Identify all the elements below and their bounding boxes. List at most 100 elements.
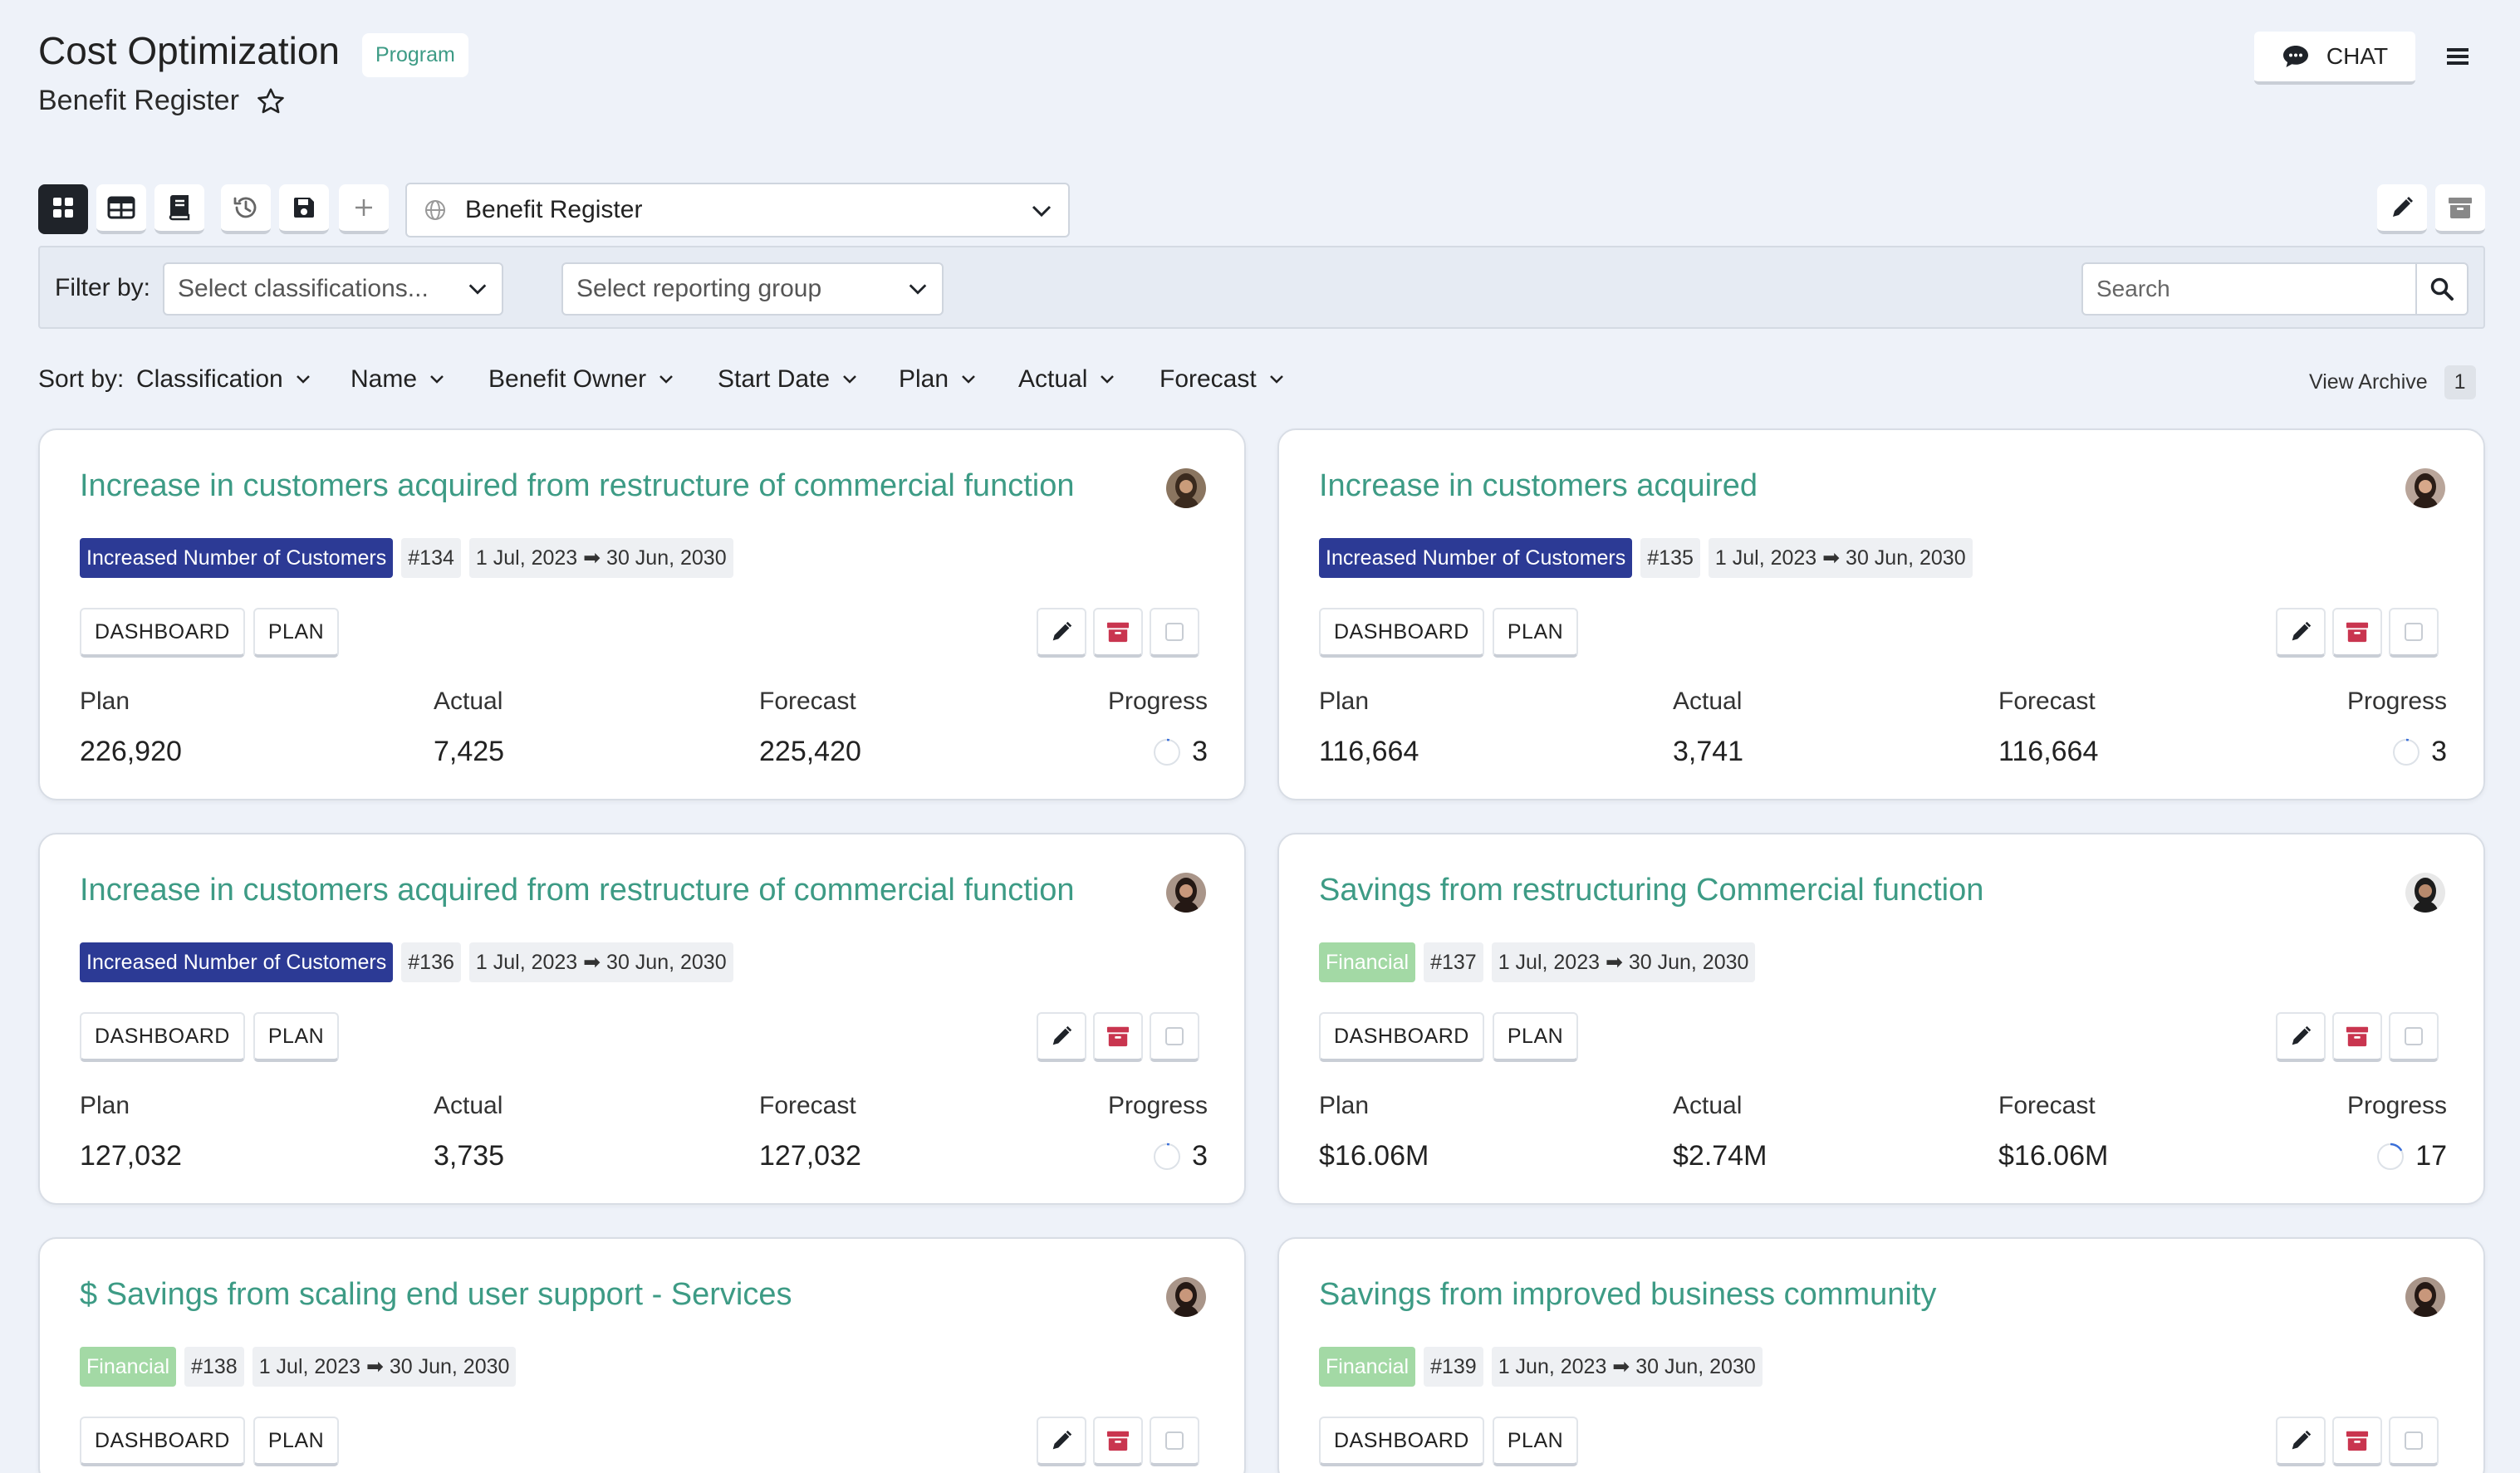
sort-start-date[interactable]: Start Date <box>718 365 858 394</box>
classification-tag[interactable]: Financial <box>1319 942 1416 982</box>
sort-classification[interactable]: Classification <box>136 365 311 394</box>
plan-button[interactable]: PLAN <box>1492 1417 1579 1466</box>
chevron-down-icon <box>430 375 444 384</box>
card-action-buttons <box>2276 1012 2439 1062</box>
sort-actual[interactable]: Actual <box>1018 365 1115 394</box>
edit-card-button[interactable] <box>2276 1012 2326 1062</box>
dashboard-button[interactable]: DASHBOARD <box>1319 1012 1484 1062</box>
metric-label: Forecast <box>759 1092 856 1119</box>
dashboard-button[interactable]: DASHBOARD <box>1319 1417 1484 1466</box>
view-select-value: Benefit Register <box>465 196 643 223</box>
benefit-card[interactable]: Increase in customers acquired Increased… <box>1277 428 2485 800</box>
metric-progress: Progress 3 <box>2347 688 2447 768</box>
pencil-icon <box>2292 1430 2312 1450</box>
sort-forecast[interactable]: Forecast <box>1159 365 1285 394</box>
archive-card-button[interactable] <box>2332 1417 2382 1466</box>
benefit-card[interactable]: Savings from improved business community… <box>1277 1237 2485 1473</box>
archive-card-button[interactable] <box>1093 1417 1143 1466</box>
archive-box-icon <box>2346 1026 2369 1047</box>
card-title[interactable]: Increase in customers acquired from rest… <box>80 873 1075 908</box>
dashboard-button[interactable]: DASHBOARD <box>1319 608 1484 658</box>
card-link-buttons: DASHBOARD PLAN <box>80 1012 340 1062</box>
dashboard-button[interactable]: DASHBOARD <box>80 1012 245 1062</box>
plan-button[interactable]: PLAN <box>252 1012 340 1062</box>
chevron-down-icon <box>909 284 927 295</box>
classification-tag[interactable]: Increased Number of Customers <box>1319 538 1633 578</box>
card-title[interactable]: Savings from restructuring Commercial fu… <box>1319 873 1984 908</box>
report-view-button[interactable] <box>154 184 204 234</box>
edit-card-button[interactable] <box>1037 1012 1086 1062</box>
archive-card-button[interactable] <box>2332 608 2382 658</box>
classification-tag[interactable]: Increased Number of Customers <box>80 942 394 982</box>
select-card-checkbox[interactable] <box>2389 1417 2439 1466</box>
classification-tag[interactable]: Financial <box>80 1347 177 1387</box>
view-select[interactable]: Benefit Register <box>405 183 1070 237</box>
metric-progress: Progress 17 <box>2347 1092 2447 1172</box>
dashboard-button[interactable]: DASHBOARD <box>80 608 245 658</box>
select-card-checkbox[interactable] <box>2389 1012 2439 1062</box>
metric-label: Progress <box>2347 688 2448 715</box>
archive-card-button[interactable] <box>1093 1012 1143 1062</box>
owner-avatar[interactable] <box>2405 873 2445 913</box>
history-button[interactable] <box>221 184 271 234</box>
edit-card-button[interactable] <box>1037 608 1086 658</box>
search-button[interactable] <box>2415 264 2467 314</box>
chevron-down-icon <box>962 375 975 384</box>
benefit-card[interactable]: Savings from restructuring Commercial fu… <box>1277 833 2485 1205</box>
select-card-checkbox[interactable] <box>1150 1417 1199 1466</box>
card-title[interactable]: Savings from improved business community <box>1319 1277 1937 1312</box>
metric-label: Actual <box>434 1092 503 1119</box>
metric-value: 7,425 <box>434 736 505 767</box>
owner-avatar[interactable] <box>1166 873 1206 913</box>
select-card-checkbox[interactable] <box>2389 608 2439 658</box>
benefit-card[interactable]: $ Savings from scaling end user support … <box>38 1237 1246 1473</box>
sort-plan[interactable]: Plan <box>899 365 977 394</box>
dashboard-button[interactable]: DASHBOARD <box>80 1417 245 1466</box>
save-button[interactable] <box>279 184 329 234</box>
view-archive-link[interactable]: View Archive 1 <box>2309 365 2476 399</box>
classification-tag[interactable]: Increased Number of Customers <box>80 538 394 578</box>
edit-page-button[interactable] <box>2377 184 2427 234</box>
plan-button[interactable]: PLAN <box>1492 608 1579 658</box>
owner-avatar[interactable] <box>2405 468 2445 508</box>
archive-page-button[interactable] <box>2435 184 2485 234</box>
edit-card-button[interactable] <box>2276 1417 2326 1466</box>
classification-tag[interactable]: Financial <box>1319 1347 1416 1387</box>
owner-avatar[interactable] <box>1166 468 1206 508</box>
view-archive-label: View Archive <box>2309 370 2428 394</box>
owner-avatar[interactable] <box>1166 1277 1206 1317</box>
classification-select[interactable]: Select classifications... <box>163 262 503 316</box>
add-button[interactable] <box>339 184 389 234</box>
hamburger-menu-icon[interactable] <box>2440 40 2477 73</box>
star-icon[interactable] <box>256 86 286 116</box>
search-input[interactable] <box>2083 264 2419 314</box>
archive-card-button[interactable] <box>2332 1012 2382 1062</box>
metric-label: Forecast <box>759 688 856 715</box>
benefit-card[interactable]: Increase in customers acquired from rest… <box>38 428 1246 800</box>
plan-button[interactable]: PLAN <box>1492 1012 1579 1062</box>
metric-label: Actual <box>1673 1092 1743 1119</box>
progress-value-wrap: 3 <box>1108 1140 1208 1172</box>
card-title[interactable]: Increase in customers acquired from rest… <box>80 468 1075 503</box>
sort-name[interactable]: Name <box>351 365 445 394</box>
card-tags: Increased Number of Customers #136 1 Jul… <box>80 942 733 982</box>
table-view-button[interactable] <box>96 184 146 234</box>
sort-benefit-owner[interactable]: Benefit Owner <box>488 365 674 394</box>
chat-button[interactable]: CHAT <box>2254 32 2415 85</box>
card-title[interactable]: $ Savings from scaling end user support … <box>80 1277 792 1312</box>
card-title[interactable]: Increase in customers acquired <box>1319 468 1758 503</box>
select-card-checkbox[interactable] <box>1150 1012 1199 1062</box>
benefit-card[interactable]: Increase in customers acquired from rest… <box>38 833 1246 1205</box>
reporting-group-select[interactable]: Select reporting group <box>561 262 944 316</box>
owner-avatar[interactable] <box>2405 1277 2445 1317</box>
grid-view-button[interactable] <box>38 184 88 234</box>
edit-card-button[interactable] <box>1037 1417 1086 1466</box>
archive-card-button[interactable] <box>1093 608 1143 658</box>
edit-card-button[interactable] <box>2276 608 2326 658</box>
plan-button[interactable]: PLAN <box>252 608 340 658</box>
search-icon <box>2430 277 2454 301</box>
metric-value: 226,920 <box>80 736 182 767</box>
plan-button[interactable]: PLAN <box>252 1417 340 1466</box>
select-card-checkbox[interactable] <box>1150 608 1199 658</box>
metric-value: 116,664 <box>1998 736 2099 767</box>
